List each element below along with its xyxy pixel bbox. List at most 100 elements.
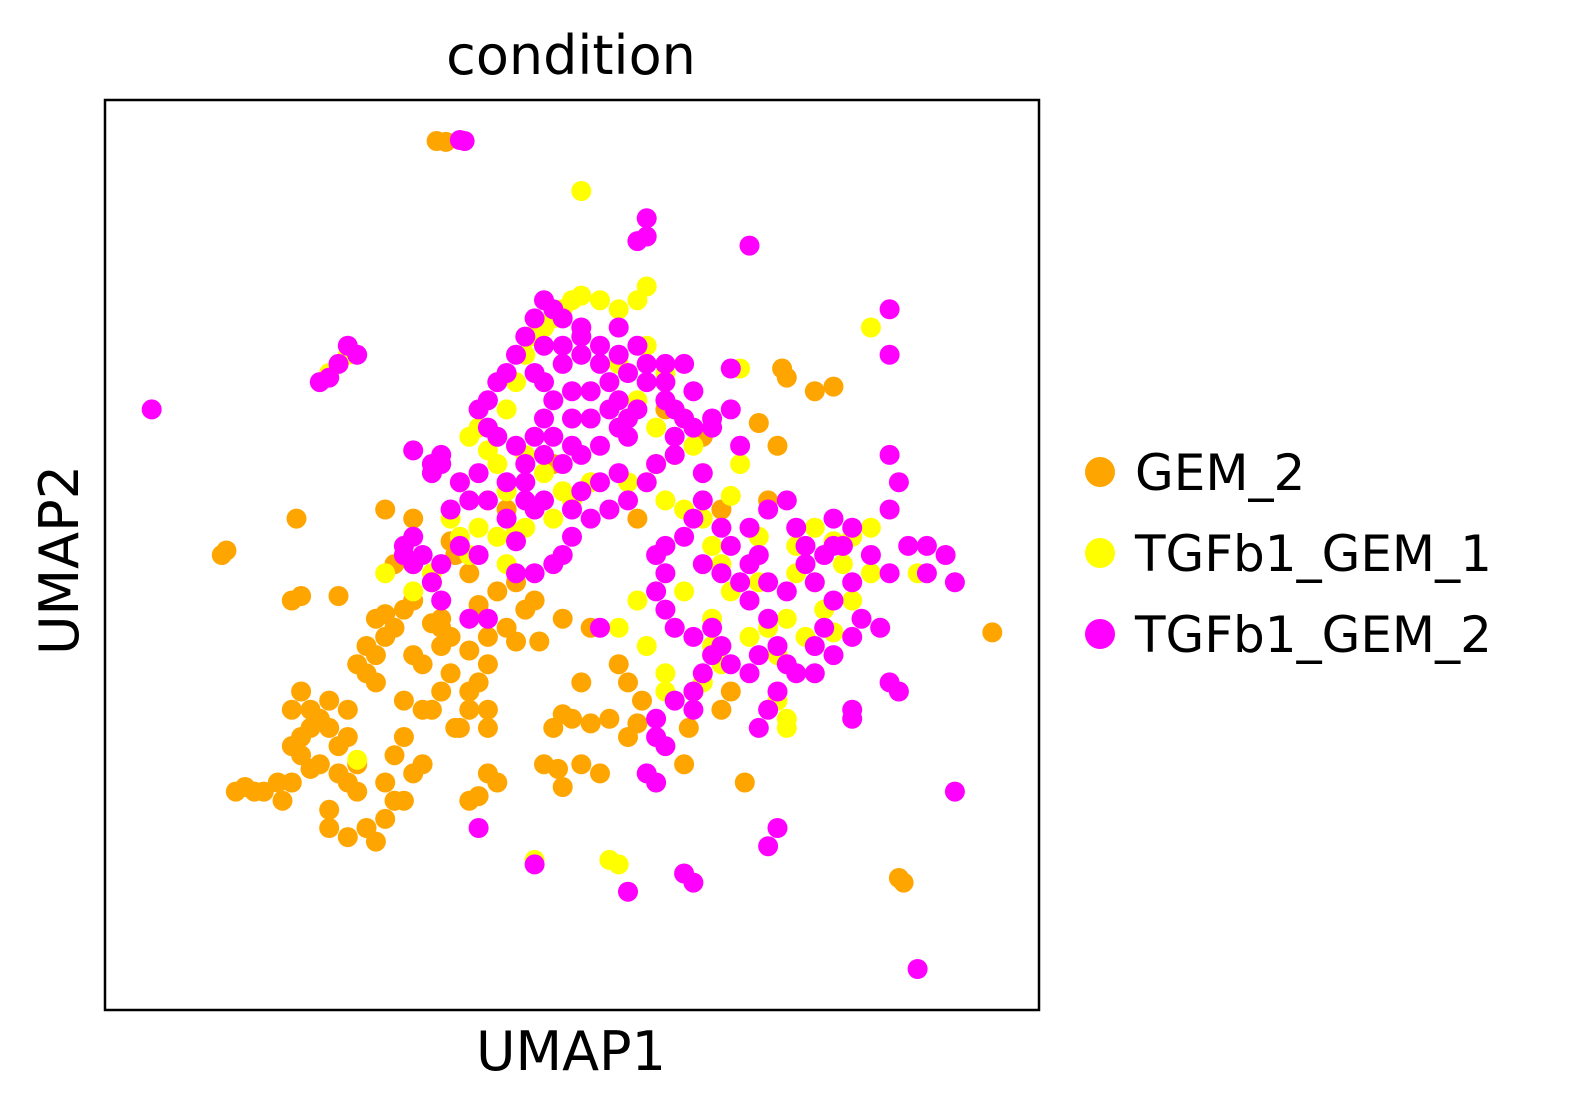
point-GEM_2-6	[804, 381, 825, 402]
point-GEM_2-118	[571, 754, 592, 775]
point-GEM_2-25	[552, 608, 573, 629]
point-TGFb1_GEM_2-46	[720, 399, 741, 420]
point-TGFb1_GEM_1-87	[730, 454, 751, 474]
legend-label-TGFb1_GEM_2: TGFb1_GEM_2	[1134, 606, 1492, 664]
point-GEM_2-119	[548, 758, 568, 779]
point-TGFb1_GEM_2-120	[730, 572, 751, 593]
point-TGFb1_GEM_2-43	[664, 426, 685, 447]
point-TGFb1_GEM_1-37	[403, 581, 424, 602]
point-TGFb1_GEM_2-21	[506, 531, 526, 552]
point-GEM_2-135	[393, 727, 414, 747]
point-TGFb1_GEM_2-84	[496, 472, 517, 493]
point-TGFb1_GEM_2-115	[748, 645, 769, 666]
point-TGFb1_GEM_2-190	[590, 617, 610, 638]
point-TGFb1_GEM_1-42	[543, 508, 564, 529]
point-TGFb1_GEM_2-110	[683, 626, 704, 647]
point-TGFb1_GEM_2-88	[440, 499, 461, 520]
point-TGFb1_GEM_2-162	[944, 572, 965, 593]
point-GEM_2-138	[337, 699, 358, 720]
point-GEM_2-55	[459, 699, 480, 720]
point-GEM_2-126	[711, 699, 732, 720]
point-GEM_2-31	[580, 713, 601, 734]
point-TGFb1_GEM_2-139	[804, 636, 825, 656]
point-GEM_2-4	[748, 413, 769, 433]
point-GEM_2-73	[337, 727, 358, 747]
point-GEM_2-92	[300, 758, 321, 779]
point-GEM_2-129	[893, 872, 914, 893]
point-TGFb1_GEM_2-68	[543, 390, 564, 411]
point-TGFb1_GEM_2-123	[720, 535, 741, 556]
point-GEM_2-21	[459, 563, 480, 584]
point-TGFb1_GEM_1-76	[608, 854, 629, 875]
point-GEM_2-105	[291, 586, 312, 606]
point-TGFb1_GEM_1-84	[646, 417, 667, 438]
point-TGFb1_GEM_2-167	[823, 535, 844, 556]
point-TGFb1_GEM_2-72	[618, 363, 638, 383]
point-TGFb1_GEM_2-99	[524, 363, 545, 383]
point-GEM_2-109	[403, 645, 424, 666]
point-TGFb1_GEM_2-35	[552, 545, 573, 565]
point-GEM_2-85	[281, 772, 302, 793]
legend-label-GEM_2: GEM_2	[1135, 444, 1305, 502]
point-TGFb1_GEM_2-106	[655, 563, 676, 584]
point-TGFb1_GEM_2-33	[524, 563, 545, 584]
point-GEM_2-49	[440, 663, 461, 684]
point-TGFb1_GEM_2-42	[664, 444, 685, 465]
point-TGFb1_GEM_2-31	[477, 608, 498, 629]
point-GEM_2-12	[627, 508, 648, 529]
point-TGFb1_GEM_2-187	[767, 818, 788, 838]
point-TGFb1_GEM_2-40	[636, 472, 657, 493]
point-TGFb1_GEM_1-20	[608, 299, 629, 320]
point-GEM_2-78	[375, 808, 396, 829]
point-TGFb1_GEM_2-58	[506, 344, 526, 365]
point-GEM_2-17	[403, 508, 424, 529]
series-TGFb1_GEM_2	[141, 130, 965, 979]
point-TGFb1_GEM_2-185	[524, 854, 545, 875]
legend: GEM_2 TGFb1_GEM_1 TGFb1_GEM_2	[1085, 444, 1492, 664]
point-GEM_2-84	[267, 772, 288, 793]
point-TGFb1_GEM_2-38	[599, 499, 620, 520]
point-TGFb1_GEM_2-3	[627, 231, 648, 252]
point-TGFb1_GEM_1-88	[720, 485, 741, 506]
point-TGFb1_GEM_1-29	[534, 463, 554, 484]
point-TGFb1_GEM_2-186	[468, 818, 489, 838]
point-GEM_2-43	[393, 599, 414, 620]
point-TGFb1_GEM_1-63	[739, 626, 760, 647]
point-TGFb1_GEM_2-24	[431, 554, 452, 575]
legend-label-TGFb1_GEM_1: TGFb1_GEM_1	[1134, 525, 1492, 583]
point-GEM_2-81	[319, 818, 340, 838]
y-axis-label: UMAP2	[28, 465, 91, 655]
point-TGFb1_GEM_2-203	[655, 353, 676, 374]
point-GEM_2-117	[590, 763, 610, 784]
point-TGFb1_GEM_2-13	[309, 372, 330, 393]
point-TGFb1_GEM_1-10	[496, 399, 517, 420]
point-TGFb1_GEM_2-30	[459, 608, 480, 629]
point-TGFb1_GEM_2-133	[860, 545, 881, 565]
point-TGFb1_GEM_2-163	[916, 535, 937, 556]
point-TGFb1_GEM_2-173	[776, 581, 797, 602]
point-TGFb1_GEM_2-65	[506, 435, 526, 456]
point-GEM_2-116	[562, 708, 582, 729]
point-TGFb1_GEM_2-156	[851, 608, 872, 629]
point-TGFb1_GEM_2-171	[748, 545, 769, 565]
point-GEM_2-80	[337, 827, 358, 848]
point-TGFb1_GEM_1-71	[608, 617, 629, 638]
point-GEM_2-94	[272, 790, 293, 811]
point-GEM_2-57	[477, 717, 498, 738]
point-TGFb1_GEM_2-184	[618, 881, 638, 902]
point-GEM_2-56	[477, 699, 498, 720]
point-TGFb1_GEM_2-181	[646, 772, 667, 793]
point-TGFb1_GEM_2-103	[674, 526, 695, 547]
point-TGFb1_GEM_2-153	[888, 472, 909, 493]
point-GEM_2-35	[477, 626, 498, 647]
point-TGFb1_GEM_2-4	[739, 235, 760, 256]
point-TGFb1_GEM_2-137	[823, 590, 844, 611]
point-TGFb1_GEM_2-128	[795, 535, 816, 556]
point-GEM_2-134	[421, 699, 442, 720]
point-TGFb1_GEM_2-49	[636, 353, 657, 374]
point-GEM_2-130	[982, 622, 1003, 643]
point-TGFb1_GEM_2-122	[692, 554, 713, 575]
point-TGFb1_GEM_2-141	[767, 681, 788, 702]
point-TGFb1_GEM_2-66	[524, 426, 545, 447]
point-TGFb1_GEM_2-50	[608, 344, 629, 365]
